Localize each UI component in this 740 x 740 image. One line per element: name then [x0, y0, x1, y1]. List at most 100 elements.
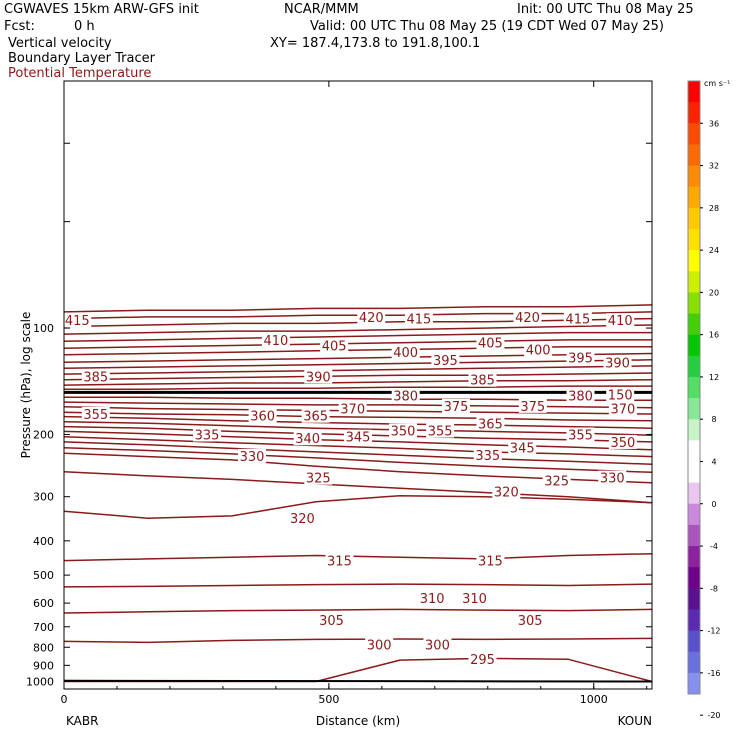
- axes-layer: 0 500 1000 100 200 300 400 500 600 700 800 900 1000: [26, 81, 652, 706]
- contour-line-392: [63, 378, 653, 386]
- contour-label: 320: [494, 485, 519, 500]
- contour-label-bg: [608, 401, 637, 416]
- contour-label: 310: [462, 592, 487, 607]
- plot-frame: [63, 80, 653, 690]
- contour-label-bg: [404, 311, 433, 326]
- contour-label-bg: [542, 473, 571, 488]
- contour-label-bg: [516, 613, 545, 628]
- y-tick-label: 800: [33, 641, 54, 654]
- contour-line-320: [63, 494, 653, 519]
- contour-label: 350: [610, 436, 635, 451]
- contour-label-bg: [460, 590, 489, 605]
- contour-label-bg: [301, 408, 330, 423]
- contour-label-bg: [476, 335, 505, 350]
- contour-label-layer: 415 420 415 420 415 410 410 405 400 405 400 395 390 3…: [63, 309, 637, 668]
- contour-label-bg: [606, 313, 635, 328]
- colorbar-swatch: [688, 313, 700, 336]
- contour-label-bg: [81, 406, 110, 421]
- contour-label: 420: [359, 311, 384, 326]
- contour-label: 415: [407, 313, 432, 328]
- contour-label-bg: [248, 408, 277, 423]
- colorbar-swatch: [688, 567, 700, 589]
- contour-line-305: [63, 608, 653, 614]
- contour-label: 295: [470, 653, 495, 668]
- colorbar-label: 12: [709, 373, 719, 382]
- colorbar-swatch: [688, 123, 700, 145]
- contour-label: 400: [526, 344, 551, 359]
- contour-label-bg: [317, 613, 346, 628]
- contour-label-bg: [476, 553, 505, 568]
- contour-label-bg: [344, 429, 372, 444]
- colorbar-swatch: [688, 461, 700, 484]
- contour-label: 415: [65, 314, 90, 329]
- contour-label-bg: [304, 470, 333, 485]
- colorbar-label: 20: [709, 288, 719, 297]
- x-axis-label: Distance (km): [316, 714, 400, 728]
- contour-label: 370: [610, 403, 635, 418]
- contour-line-295: [64, 657, 653, 683]
- contour-label-bg: [518, 398, 547, 413]
- fcst-label: Fcst:: [4, 19, 35, 34]
- contour-label: 305: [518, 614, 543, 629]
- contour-line-315: [63, 552, 653, 562]
- contour-label: 380: [393, 389, 418, 404]
- colorbar-swatch: [688, 81, 700, 103]
- contour-label-bg: [563, 311, 592, 326]
- endpoint-left: KABR: [66, 714, 98, 728]
- contour-label: 315: [478, 555, 503, 570]
- contour-label-bg: [566, 388, 595, 403]
- contour-label: 330: [240, 450, 265, 465]
- contour-line-365: [63, 415, 653, 429]
- colorbar-swatch: [688, 165, 700, 188]
- colorbar-swatch: [688, 207, 700, 230]
- contour-label: 370: [340, 403, 365, 418]
- y-tick-label: 300: [33, 491, 54, 504]
- contour-label-bg: [431, 352, 460, 367]
- contour-label-bg: [473, 448, 502, 463]
- contour-label: 395: [568, 351, 593, 366]
- colorbar: 36 32 28 24 20 16 12 8 4 0 -4 -8 -12 -16 -20: [687, 80, 721, 720]
- colorbar-swatch: [688, 144, 700, 167]
- contour-label-bg: [365, 637, 394, 652]
- field-vertical-velocity: Vertical velocity: [8, 36, 112, 51]
- colorbar-swatch: [688, 630, 700, 653]
- colorbar-label: 32: [709, 162, 719, 171]
- y-tick-label: 1000: [26, 676, 54, 689]
- colorbar-swatch: [688, 419, 700, 441]
- contour-label: 150: [608, 388, 633, 403]
- contour-line-400: [63, 359, 653, 370]
- contour-label: 415: [565, 313, 590, 328]
- colorbar-swatch: [688, 588, 700, 610]
- terrain-line: [63, 679, 653, 683]
- colorbar-label: 4: [711, 457, 716, 466]
- contour-label: 340: [295, 432, 320, 447]
- contour-label-bg: [320, 338, 349, 353]
- y-tick-label: 700: [33, 621, 54, 634]
- colorbar-swatch: [688, 186, 700, 209]
- init-time: Init: 00 UTC Thu 08 May 25: [517, 2, 694, 17]
- contour-layer: [63, 304, 653, 683]
- contour-label-bg: [63, 313, 92, 328]
- contour-label-bg: [389, 423, 418, 438]
- contour-line-397: [63, 365, 653, 375]
- colorbar-swatch: [688, 503, 700, 526]
- colorbar-label: 24: [709, 246, 719, 255]
- contour-label-bg: [193, 427, 222, 442]
- contour-label-bg: [606, 387, 635, 402]
- contour-line-370: [63, 411, 653, 422]
- contour-label-bg: [442, 398, 470, 413]
- contour-label: 355: [568, 428, 593, 443]
- contour-label-bg: [608, 434, 637, 449]
- contour-line-410: [63, 331, 652, 343]
- colorbar-label: 36: [709, 119, 719, 128]
- contour-label: 375: [444, 400, 469, 415]
- contour-label-bg: [325, 553, 354, 568]
- x-tick-label: 1000: [580, 693, 608, 706]
- contour-label-bg: [513, 309, 542, 324]
- contour-line-405: [63, 346, 652, 356]
- contour-label: 300: [367, 639, 392, 654]
- contour-line-325: [63, 470, 653, 504]
- contour-label-bg: [423, 637, 452, 652]
- contour-label-bg: [603, 355, 632, 370]
